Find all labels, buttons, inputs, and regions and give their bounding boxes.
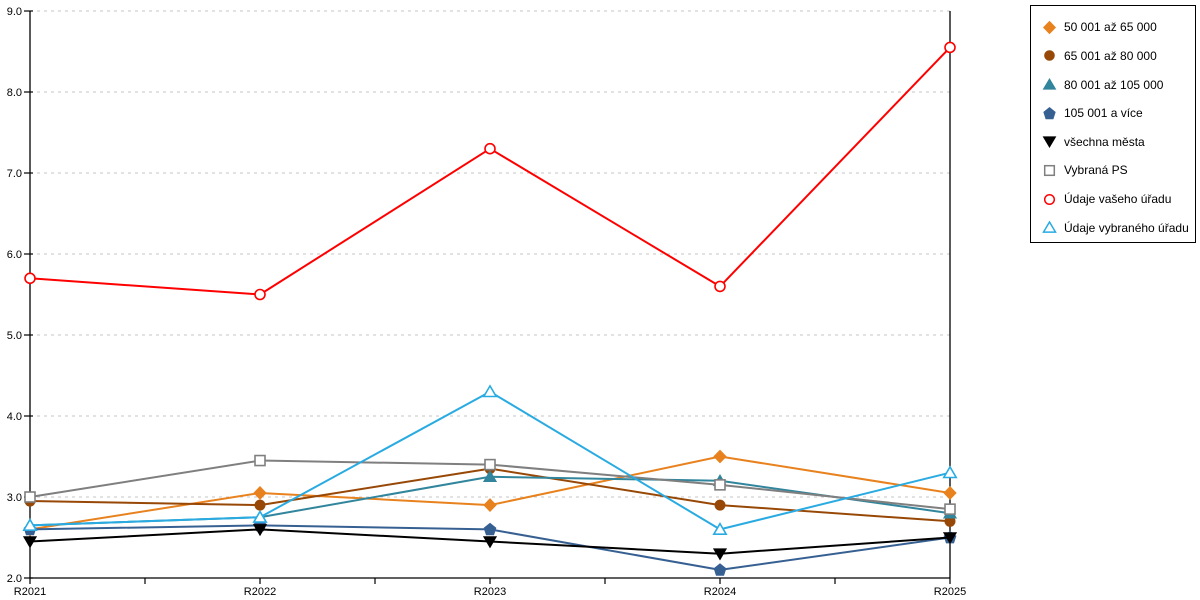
legend-item-65001-80000: 65 001 až 80 000 xyxy=(1031,42,1195,71)
legend-label: všechna města xyxy=(1064,134,1145,149)
legend: 50 001 až 65 000 65 001 až 80 000 80 001… xyxy=(1030,5,1196,243)
legend-label: 105 001 a více xyxy=(1064,106,1143,121)
data-point-s7-R2023 xyxy=(482,384,498,398)
data-point-s2-R2023 xyxy=(482,469,498,483)
legend-item-vsechna-mesta: všechna města xyxy=(1031,128,1195,157)
data-point-s0-R2025 xyxy=(943,486,957,500)
legend-item-vybrana-ps: Vybraná PS xyxy=(1031,156,1195,185)
x-tick-label: R2025 xyxy=(934,586,966,598)
data-point-s5-R2022 xyxy=(254,454,266,467)
series-line-6 xyxy=(29,46,951,296)
y-tick-label: 5.0 xyxy=(7,330,22,342)
triangle-up-glyph xyxy=(1042,78,1057,90)
triangle-down-icon xyxy=(1042,134,1057,149)
data-point-s1-R2024 xyxy=(714,499,726,511)
pentagon-glyph xyxy=(1043,106,1056,119)
legend-label: Údaje vybraného úřadu xyxy=(1064,220,1189,235)
data-point-s7-R2024 xyxy=(712,522,728,535)
legend-item-105001-a-vice: 105 001 a více xyxy=(1031,99,1195,128)
data-point-s4-R2021 xyxy=(22,536,38,549)
data-point-s0-R2023 xyxy=(483,498,497,513)
data-point-s5-R2021 xyxy=(24,491,36,503)
y-tick-label: 6.0 xyxy=(7,249,22,261)
y-tick-label: 2.0 xyxy=(7,573,22,585)
triangle-down-glyph xyxy=(1042,136,1057,149)
data-point-s3-R2024 xyxy=(713,563,727,576)
data-point-s7-R2022 xyxy=(252,509,268,523)
data-point-s6-R2023 xyxy=(484,142,496,155)
pentagon-icon xyxy=(1042,106,1057,121)
triangle-up-glyph xyxy=(1042,220,1057,234)
data-point-s6-R2024 xyxy=(714,280,726,293)
circle-glyph xyxy=(1043,193,1056,205)
circle-shape xyxy=(1044,50,1055,62)
legend-item-80001-105000: 80 001 až 105 000 xyxy=(1031,70,1195,99)
x-tick-label: R2023 xyxy=(474,586,506,598)
data-point-s6-R2022 xyxy=(254,288,266,301)
data-point-s1-R2022 xyxy=(254,499,266,511)
legend-label: Údaje vašeho úřadu xyxy=(1064,192,1172,207)
square-glyph xyxy=(1043,164,1056,176)
legend-label: Vybraná PS xyxy=(1064,163,1128,178)
pentagon-shape xyxy=(1043,106,1056,119)
triangle-down-shape xyxy=(1042,136,1057,149)
triangle-up-shape xyxy=(1042,78,1057,90)
data-point-s4-R2024 xyxy=(712,548,728,561)
data-point-s5-R2023 xyxy=(484,458,496,471)
legend-item-udaje-vaseho-uradu: Údaje vašeho úřadu xyxy=(1031,185,1195,214)
y-tick-label: 4.0 xyxy=(7,411,22,423)
x-tick-label: R2024 xyxy=(704,586,736,598)
data-point-s7-R2021 xyxy=(22,517,38,531)
triangle-up-shape xyxy=(1042,220,1057,234)
data-point-s5-R2024 xyxy=(714,479,726,491)
data-point-s0-R2022 xyxy=(253,486,267,500)
x-tick-label: R2021 xyxy=(14,586,46,598)
legend-label: 65 001 až 80 000 xyxy=(1064,48,1157,63)
legend-item-50001-65000: 50 001 až 65 000 xyxy=(1031,13,1195,42)
plot-area: 2.0 3.0 4.0 5.0 6.0 7.0 8.0 9.0 R2021 R2022 R2023 R… xyxy=(7,6,967,598)
diamond-glyph xyxy=(1043,20,1056,35)
open-square-icon xyxy=(1042,163,1057,178)
data-point-s4-R2023 xyxy=(482,536,498,549)
open-triangle-icon xyxy=(1042,220,1057,235)
data-point-s0-R2024 xyxy=(713,449,727,464)
diamond-icon xyxy=(1042,20,1057,35)
data-point-s3-R2023 xyxy=(483,522,497,536)
legend-item-udaje-vybraneho-uradu: Údaje vybraného úřadu xyxy=(1031,213,1195,242)
legend-label: 50 001 až 65 000 xyxy=(1064,20,1157,35)
open-circle-icon xyxy=(1042,192,1057,207)
legend-label: 80 001 až 105 000 xyxy=(1064,77,1164,92)
data-point-s7-R2025 xyxy=(942,465,958,479)
triangle-up-icon xyxy=(1042,77,1057,92)
square-shape xyxy=(1043,164,1056,176)
data-point-s5-R2025 xyxy=(944,503,956,515)
y-tick-label: 3.0 xyxy=(7,492,22,504)
circle-icon xyxy=(1042,48,1057,63)
y-tick-label: 8.0 xyxy=(7,87,22,99)
data-point-s4-R2022 xyxy=(252,524,268,537)
data-point-s6-R2025 xyxy=(944,41,956,54)
data-point-s6-R2021 xyxy=(24,272,36,285)
x-tick-label: R2022 xyxy=(244,586,276,598)
diamond-shape xyxy=(1043,20,1056,35)
circle-glyph xyxy=(1044,50,1055,62)
data-point-s4-R2025 xyxy=(942,532,958,545)
y-tick-label: 9.0 xyxy=(7,6,22,18)
circle-shape xyxy=(1043,193,1056,205)
y-tick-label: 7.0 xyxy=(7,168,22,180)
